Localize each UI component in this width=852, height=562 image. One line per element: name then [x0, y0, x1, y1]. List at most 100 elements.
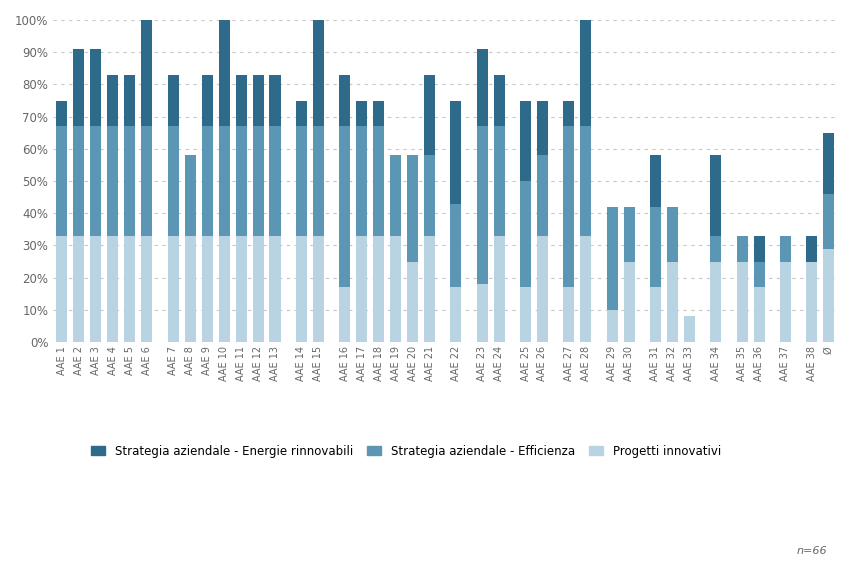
Bar — [235, 75, 246, 126]
Bar — [124, 75, 135, 126]
Bar — [167, 236, 178, 342]
Bar — [562, 126, 573, 287]
Bar — [339, 75, 350, 126]
Bar — [406, 261, 417, 342]
Bar — [355, 236, 366, 342]
Bar — [389, 236, 400, 342]
Bar — [141, 126, 153, 236]
Bar — [493, 236, 504, 342]
Bar — [201, 236, 212, 342]
Bar — [269, 75, 280, 126]
Bar — [252, 75, 263, 126]
Bar — [735, 261, 746, 342]
Bar — [649, 287, 660, 342]
Bar — [355, 101, 366, 126]
Bar — [606, 310, 617, 342]
Bar — [476, 284, 487, 342]
Bar — [752, 287, 763, 342]
Bar — [184, 155, 195, 236]
Bar — [805, 236, 816, 261]
Bar — [623, 207, 634, 261]
Bar — [73, 126, 84, 236]
Bar — [493, 126, 504, 236]
Bar — [779, 236, 790, 261]
Bar — [201, 75, 212, 126]
Bar — [389, 155, 400, 236]
Bar — [666, 207, 677, 261]
Bar — [579, 126, 590, 236]
Bar — [623, 261, 634, 342]
Bar — [423, 236, 435, 342]
Bar — [606, 207, 617, 310]
Bar — [423, 75, 435, 155]
Bar — [805, 261, 816, 342]
Bar — [218, 236, 229, 342]
Bar — [269, 126, 280, 236]
Bar — [710, 236, 721, 261]
Bar — [710, 261, 721, 342]
Bar — [537, 101, 547, 155]
Bar — [372, 101, 383, 126]
Bar — [252, 236, 263, 342]
Bar — [476, 126, 487, 284]
Bar — [562, 101, 573, 126]
Bar — [579, 236, 590, 342]
Bar — [537, 236, 547, 342]
Bar — [313, 20, 324, 126]
Bar — [752, 236, 763, 261]
Bar — [450, 203, 461, 287]
Bar — [649, 155, 660, 207]
Bar — [313, 236, 324, 342]
Bar — [269, 236, 280, 342]
Bar — [90, 49, 101, 126]
Bar — [107, 126, 118, 236]
Bar — [296, 236, 307, 342]
Bar — [710, 155, 721, 236]
Bar — [167, 75, 178, 126]
Bar — [372, 126, 383, 236]
Bar — [822, 248, 833, 342]
Text: n=66: n=66 — [796, 546, 826, 556]
Bar — [423, 155, 435, 236]
Bar — [666, 261, 677, 342]
Bar — [406, 155, 417, 261]
Bar — [201, 126, 212, 236]
Bar — [649, 207, 660, 287]
Bar — [73, 236, 84, 342]
Bar — [56, 126, 67, 236]
Bar — [822, 194, 833, 248]
Bar — [107, 236, 118, 342]
Bar — [520, 101, 531, 181]
Bar — [683, 316, 694, 342]
Bar — [218, 126, 229, 236]
Legend: Strategia aziendale - Energie rinnovabili, Strategia aziendale - Efficienza, Pro: Strategia aziendale - Energie rinnovabil… — [91, 445, 720, 457]
Bar — [296, 126, 307, 236]
Bar — [124, 236, 135, 342]
Bar — [562, 287, 573, 342]
Bar — [107, 75, 118, 126]
Bar — [450, 101, 461, 203]
Bar — [579, 20, 590, 126]
Bar — [184, 236, 195, 342]
Bar — [537, 155, 547, 236]
Bar — [476, 49, 487, 126]
Bar — [372, 236, 383, 342]
Bar — [355, 126, 366, 236]
Bar — [296, 101, 307, 126]
Bar — [752, 261, 763, 287]
Bar — [235, 236, 246, 342]
Bar — [90, 126, 101, 236]
Bar — [141, 236, 153, 342]
Bar — [779, 261, 790, 342]
Bar — [218, 20, 229, 126]
Bar — [235, 126, 246, 236]
Bar — [520, 287, 531, 342]
Bar — [124, 126, 135, 236]
Bar — [56, 101, 67, 126]
Bar — [73, 49, 84, 126]
Bar — [339, 287, 350, 342]
Bar — [167, 126, 178, 236]
Bar — [822, 133, 833, 194]
Bar — [450, 287, 461, 342]
Bar — [141, 20, 153, 126]
